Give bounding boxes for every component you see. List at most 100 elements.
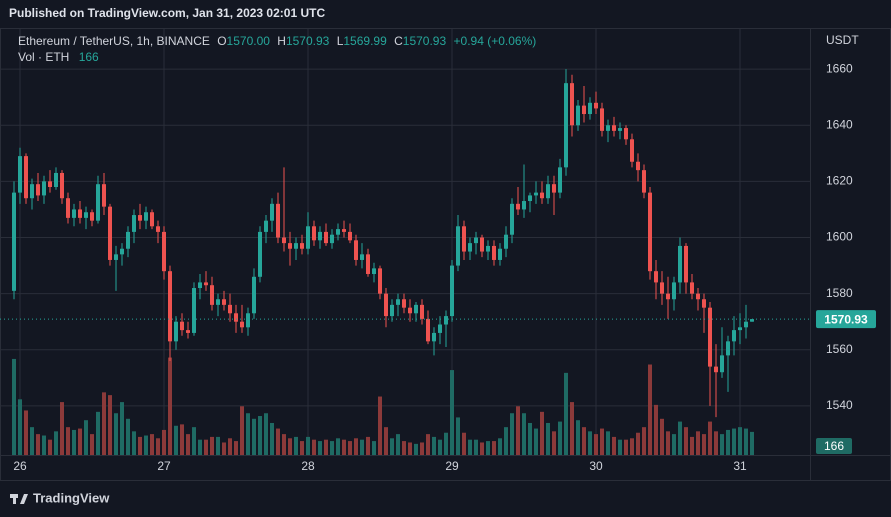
volume-bar — [252, 418, 256, 455]
volume-bar — [150, 434, 154, 455]
volume-bar — [306, 436, 310, 455]
volume-bar — [708, 421, 712, 455]
candle-body — [366, 254, 370, 274]
candle-body — [516, 203, 520, 210]
candle-body — [582, 105, 586, 115]
candle-body — [114, 254, 118, 260]
volume-bar — [90, 434, 94, 455]
candle-body — [594, 102, 598, 109]
candle-body — [12, 192, 16, 291]
candle-body — [36, 184, 40, 196]
candle-body — [342, 229, 346, 232]
candle-body — [180, 321, 184, 331]
volume-bar — [180, 424, 184, 455]
volume-bar — [222, 442, 226, 455]
x-tick-label: 30 — [589, 459, 603, 473]
volume-bar — [216, 436, 220, 455]
symbol: Ethereum / TetherUS, 1h, BINANCE — [18, 34, 210, 48]
volume-bar — [558, 421, 562, 455]
candle-body — [702, 299, 706, 308]
volume-bar — [492, 441, 496, 455]
volume-bar — [360, 439, 364, 455]
volume-bar — [36, 434, 40, 455]
candle-body — [666, 293, 670, 300]
volume-value: 166 — [79, 50, 99, 64]
candle-body — [528, 195, 532, 202]
volume-value-label: 166 — [824, 439, 844, 453]
candle-body — [420, 304, 424, 319]
volume-bar — [474, 439, 478, 455]
volume-bar — [480, 442, 484, 455]
volume-bar — [174, 425, 178, 455]
volume-bar — [522, 413, 526, 455]
candle-body — [162, 231, 166, 272]
legend-value: 1569.99 — [343, 34, 387, 48]
candle-body — [186, 330, 190, 333]
candle-body — [564, 83, 568, 168]
volume-bar — [72, 429, 76, 455]
volume-bar — [312, 439, 316, 455]
volume-bar — [372, 441, 376, 455]
candle-body — [744, 321, 748, 328]
volume-bar — [324, 439, 328, 455]
volume-bar — [228, 438, 232, 455]
volume-bar — [60, 402, 64, 455]
candle-body — [216, 299, 220, 305]
candle-body — [432, 332, 436, 342]
x-tick-label: 31 — [733, 459, 747, 473]
volume-bar — [636, 432, 640, 455]
volume-bar — [438, 439, 442, 455]
volume-bar — [408, 442, 412, 455]
candle-body — [678, 245, 682, 283]
candle-body — [174, 321, 178, 342]
volume-bar — [702, 434, 706, 455]
candle-body — [228, 304, 232, 314]
candle-body — [246, 313, 250, 328]
volume-bar — [156, 438, 160, 455]
volume-bar — [78, 428, 82, 455]
volume-bar — [684, 427, 688, 455]
volume-bar — [498, 438, 502, 455]
candle-body — [618, 128, 622, 131]
volume-bar — [198, 439, 202, 455]
candle-body — [96, 184, 100, 221]
volume-bar — [414, 443, 418, 455]
volume-bar — [504, 427, 508, 455]
volume-bar — [450, 370, 454, 455]
candle-body — [660, 282, 664, 294]
currency: USDT — [826, 33, 859, 47]
legend-key: O — [217, 34, 226, 48]
candle-body — [750, 319, 754, 322]
candle-body — [726, 341, 730, 356]
volume-bar — [336, 438, 340, 455]
volume-bar — [366, 436, 370, 455]
volume-bar — [204, 439, 208, 455]
candle-body — [552, 184, 556, 193]
legend-change: +0.94 (+0.06%) — [454, 34, 537, 48]
volume-bar — [678, 421, 682, 455]
candle-body — [276, 203, 280, 238]
last-price-badge — [816, 310, 876, 329]
candle-body — [498, 248, 502, 260]
candle-body — [360, 254, 364, 260]
last-price-label: 1570.93 — [824, 312, 868, 326]
candle-body — [576, 105, 580, 126]
volume-bar — [720, 434, 724, 455]
volume-badge — [816, 438, 852, 454]
volume-bar — [294, 436, 298, 455]
candle-body — [414, 304, 418, 314]
candle-body — [144, 212, 148, 221]
candle-body — [444, 316, 448, 325]
candle-body — [84, 212, 88, 218]
candle-body — [390, 304, 394, 317]
candle-body — [264, 220, 268, 232]
volume-bar — [318, 441, 322, 455]
brand-logo — [10, 494, 28, 504]
candle-body — [600, 108, 604, 131]
volume-bar — [102, 392, 106, 455]
volume-bar — [750, 431, 754, 455]
volume-bar — [186, 434, 190, 455]
volume-bar — [738, 427, 742, 455]
candle-body — [558, 167, 562, 193]
